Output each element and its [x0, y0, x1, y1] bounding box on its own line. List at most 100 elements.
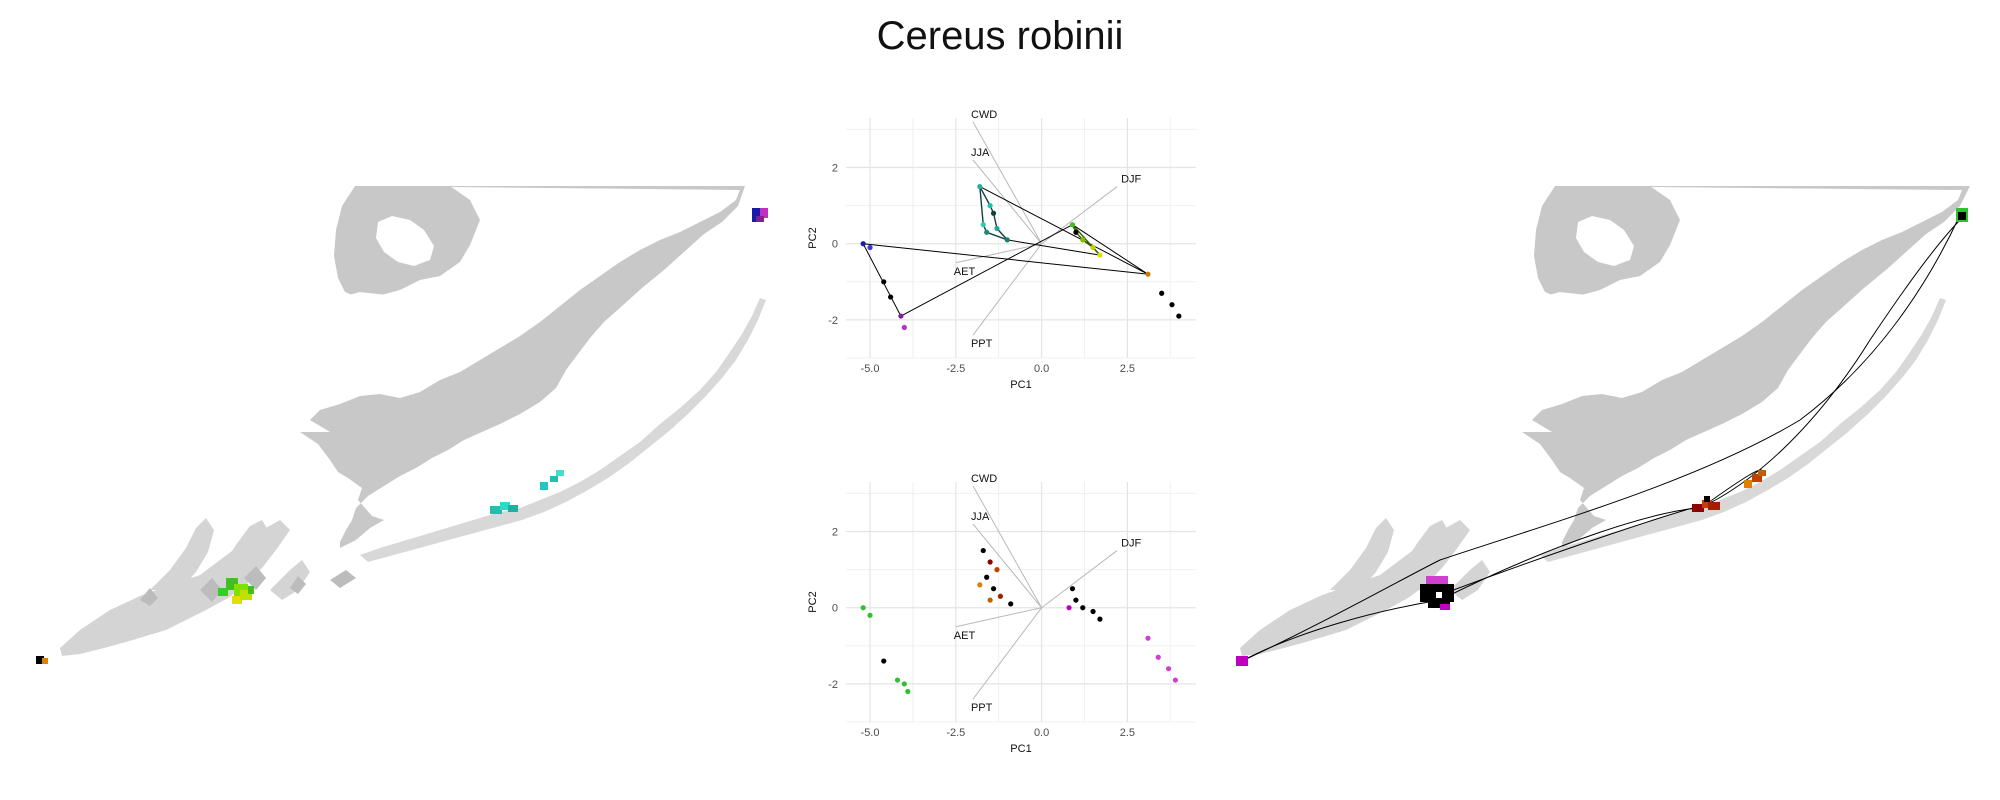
hull-edge [1071, 224, 1101, 256]
data-point [860, 241, 866, 247]
vector-label: PPT [971, 338, 993, 350]
data-point [1159, 290, 1165, 296]
hull-edge [1072, 224, 1149, 275]
mainland-landmass [300, 186, 745, 548]
data-point [1073, 229, 1079, 235]
loading-vector [972, 243, 1042, 336]
data-point [1008, 601, 1014, 607]
x-tick-label: -5.0 [861, 363, 880, 375]
right-map [1236, 186, 1970, 666]
data-point [1004, 237, 1010, 243]
data-point [1097, 252, 1103, 258]
y-tick-label: 0 [832, 603, 838, 615]
pca-top-panel: -5.0 -2.5 0.0 2.5 2 0 -2 PC1 PC2 CWD JJA DJF AET PPT [807, 109, 1196, 391]
vector-label: CWD [971, 473, 997, 485]
vector-label: JJA [971, 147, 990, 159]
left-map [36, 186, 768, 664]
y-tick-label: 2 [832, 163, 838, 175]
data-point [1080, 605, 1086, 611]
data-point [905, 688, 911, 695]
data-point [867, 244, 873, 251]
data-point [977, 183, 983, 190]
hull-edge [986, 231, 1008, 241]
vector-label: AET [954, 630, 976, 642]
vector-label: PPT [971, 702, 993, 714]
data-point [987, 597, 993, 603]
loading-vector [972, 607, 1042, 700]
connection-line [1439, 504, 1706, 596]
hull-edge [863, 243, 1149, 275]
y-tick-label: 0 [832, 239, 838, 251]
right-occurrence-cells [1236, 208, 1968, 666]
data-point [1169, 302, 1175, 308]
vector-label: JJA [971, 511, 990, 523]
data-point [1097, 616, 1103, 622]
data-point [1069, 222, 1076, 228]
data-point [881, 658, 887, 664]
data-point [1073, 597, 1079, 603]
lower-keys [60, 518, 310, 656]
data-point [1176, 313, 1182, 319]
data-point [894, 677, 901, 683]
y-axis-label: PC2 [807, 227, 819, 248]
data-point [901, 681, 907, 687]
data-point [994, 567, 1000, 573]
x-tick-label: -5.0 [861, 727, 880, 739]
lake [376, 216, 434, 266]
loading-vector [1041, 550, 1118, 609]
hull-edge [1007, 239, 1101, 256]
data-point [881, 279, 887, 285]
data-point [1172, 677, 1179, 683]
data-point [980, 547, 986, 554]
data-point [997, 593, 1004, 599]
x-axis-label: PC1 [1010, 379, 1031, 391]
y-tick-label: -2 [828, 679, 838, 691]
x-tick-label: 0.0 [1034, 363, 1049, 375]
x-tick-label: 0.0 [1034, 727, 1049, 739]
hull-edge [979, 186, 984, 225]
pca-bottom-panel: -5.0 -2.5 0.0 2.5 2 0 -2 PC1 PC2 CWD JJA DJF AET PPT [807, 473, 1196, 755]
bay-water [1530, 292, 1680, 336]
x-tick-label: -2.5 [946, 727, 965, 739]
data-point [1069, 586, 1076, 592]
vector-label: AET [954, 266, 976, 278]
y-axis-label: PC2 [807, 591, 819, 612]
left-occurrence-cells [36, 208, 768, 664]
vector-label: DJF [1121, 538, 1141, 550]
data-point [1165, 666, 1172, 672]
hull-edge [979, 186, 991, 206]
data-point [994, 225, 1000, 232]
loading-vector [955, 607, 1042, 628]
data-point [1090, 244, 1096, 251]
loading-vector [972, 485, 1043, 608]
data-point [1155, 654, 1161, 660]
data-point [1145, 271, 1151, 277]
loading-vector [972, 121, 1043, 244]
mainland-landmass [1522, 186, 1970, 548]
connection-line [1239, 214, 1961, 663]
hull-edge [900, 224, 1073, 317]
data-point [888, 294, 894, 300]
data-point [984, 229, 990, 235]
data-point [980, 222, 986, 228]
loading-vector [955, 243, 1042, 264]
data-point [1066, 605, 1072, 611]
hull-edge [992, 213, 998, 229]
data-point [990, 210, 997, 216]
data-point [990, 586, 997, 592]
bay-water [330, 292, 480, 336]
data-point [1145, 635, 1151, 641]
x-tick-label: -2.5 [946, 363, 965, 375]
data-point [984, 574, 990, 580]
data-point [898, 313, 904, 319]
data-point [977, 582, 983, 588]
data-point [1080, 237, 1086, 243]
y-tick-label: -2 [828, 315, 838, 327]
keys-islands [140, 566, 356, 606]
y-tick-label: 2 [832, 527, 838, 539]
x-axis-label: PC1 [1010, 743, 1031, 755]
chart-title: Cereus robinii [876, 14, 1124, 58]
x-tick-label: 2.5 [1120, 363, 1135, 375]
hull-edge [979, 186, 1149, 275]
